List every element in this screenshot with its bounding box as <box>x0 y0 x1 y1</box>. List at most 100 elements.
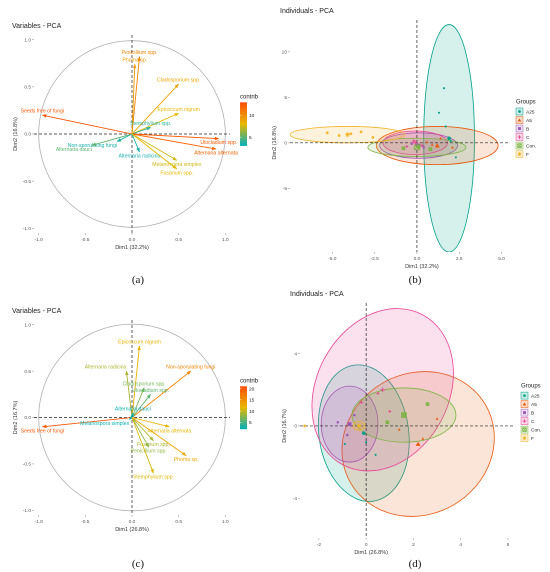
variable-label-epicoccum-nigrum: Epicoccum nigrum <box>157 107 200 113</box>
x-axis-label: Dim1 (26.8%) <box>115 527 149 533</box>
point-c <box>376 391 380 395</box>
legend-label-b: B <box>531 410 534 416</box>
centroid-b <box>347 422 352 427</box>
point-c <box>360 401 363 404</box>
panel-title: Individuals - PCA <box>280 8 334 15</box>
legend-label-a5: A5 <box>526 118 532 124</box>
y-tick-label: 0.0 <box>24 132 31 138</box>
point-a5 <box>397 428 401 431</box>
point-a25 <box>444 125 447 128</box>
point-b <box>346 433 349 437</box>
legend-marker-a5 <box>517 118 522 122</box>
y-tick-label: -5 <box>283 186 288 192</box>
variable-label-alternaria-dauci: Alternaria dauci <box>115 406 151 412</box>
centroid-a5 <box>415 441 421 446</box>
legend-label-a5: A5 <box>531 402 537 408</box>
centroid-a25 <box>361 431 366 435</box>
arrow-cladosporium-spp <box>131 387 145 418</box>
variable-label-penicillium-spp: Penicillium spp. <box>131 449 167 455</box>
centroid-a5 <box>434 143 440 148</box>
x-tick-label: -5.0 <box>328 256 337 262</box>
point-b <box>336 421 339 424</box>
legend-label-b: B <box>526 126 529 132</box>
arrow-stemphylium-spp <box>131 417 154 474</box>
variable-label-epicoccum-nigrum: Epicoccum nigrum <box>118 340 161 346</box>
legend-title: contrib <box>240 378 259 384</box>
variable-label-alternaria-alternata: Alternaria alternata <box>147 428 191 434</box>
arrow-alternaria-dauci <box>91 133 133 146</box>
y-axis-label: Dim2 (16.7%) <box>13 401 19 435</box>
arrow-phoma-sp <box>131 417 187 456</box>
x-tick-label: -2 <box>317 542 322 548</box>
legend-marker-con <box>522 427 527 432</box>
centroid-f <box>345 132 350 138</box>
x-tick-label: -2.5 <box>370 256 379 262</box>
point-a5 <box>430 143 434 146</box>
variable-label-phoma-sp: Phoma sp. <box>174 457 199 463</box>
y-tick-label: -0.5 <box>23 179 32 185</box>
legend-label-a25: A25 <box>526 109 535 115</box>
legend-title: Groups <box>521 384 541 390</box>
arrow-melanospora-simplex <box>131 133 178 161</box>
legend-marker-a25 <box>523 394 526 397</box>
colorbar-label: 10 <box>249 113 255 119</box>
y-tick-label: -0.5 <box>23 462 32 468</box>
legend-marker-f <box>517 152 522 156</box>
panel-label-a: (a) <box>132 274 145 286</box>
point-a25 <box>442 87 446 90</box>
variable-label-ulocladium-spp: Ulocladium spp. <box>132 388 169 394</box>
x-tick-label: 2.5 <box>456 256 463 262</box>
panel-label-d: (d) <box>409 558 422 570</box>
y-axis-label: Dim2 (16.8%) <box>13 117 19 151</box>
y-tick-label: -1.0 <box>23 226 32 232</box>
legend-label-f: F <box>531 436 534 442</box>
legend-marker-con <box>517 143 522 148</box>
point-f <box>349 132 353 136</box>
plot-area <box>290 20 510 252</box>
point-b <box>353 413 356 417</box>
y-tick-label: 1.0 <box>24 322 31 328</box>
legend-label-c: C <box>526 135 530 141</box>
arrow-melanospora-simplex <box>128 415 134 420</box>
x-tick-label: -0.5 <box>81 519 90 525</box>
arrow-epicoccum-nigrum <box>131 345 141 418</box>
x-tick-label: 0.5 <box>175 519 182 525</box>
y-axis-label: Dim2 (16.8%) <box>272 126 278 160</box>
point-a25 <box>374 453 377 456</box>
point-a25 <box>437 111 440 114</box>
panel-b: Individuals - PCA -5.0 -2.5 0.0 2.5 5.0 -5 0 5 10… <box>272 8 536 270</box>
arrow-seeds-free-of-fungi <box>41 114 133 135</box>
centroid-c <box>412 140 418 146</box>
variable-label-non-sporulating-fungi: Non-sporulating fungi <box>68 143 117 149</box>
y-tick-label: 5 <box>284 95 287 101</box>
centroid-con <box>401 412 407 418</box>
variable-label-penicillium-spp: Penicillium spp. <box>121 50 157 56</box>
x-tick-label: 5.0 <box>498 256 505 262</box>
variable-label-non-sporulating-fungi: Non-sporulating fungi <box>166 365 215 371</box>
legend-marker-b <box>518 127 521 130</box>
arrow-seeds-free-of-fungi <box>41 417 133 429</box>
variable-label-seeds-free-of-fungi: Seeds free of fungi <box>21 428 65 434</box>
y-tick-label: 0.5 <box>24 369 31 375</box>
centroid-con <box>414 144 420 151</box>
legend-label-c: C <box>531 419 535 425</box>
point-a5 <box>435 417 439 420</box>
variable-label-alternaria-alternata: Alternaria alternata <box>194 151 238 157</box>
x-tick-label: 6 <box>507 542 510 548</box>
variable-label-phoma-sp: Phoma sp. <box>122 58 147 64</box>
variable-label-melanospora-simplex: Melanospora simplex <box>152 162 201 168</box>
arrow-alternaria-radicina <box>131 133 140 153</box>
arrow-cladosporium-spp <box>131 83 179 135</box>
arrow-ulocladium-spp <box>131 393 152 418</box>
arrow-ulocladium-spp <box>131 133 220 141</box>
arrow-phoma-sp <box>131 63 137 135</box>
x-axis-label: Dim1 (26.8%) <box>354 550 388 556</box>
panel-c: Variables - PCA -1.0 -0.5 0.0 0.5 1.0 -1.0 -0.5… <box>12 308 259 533</box>
legend-title: Groups <box>516 100 536 106</box>
x-tick-label: -1.0 <box>35 237 44 243</box>
legend-label-f: F <box>526 152 529 158</box>
point-con <box>385 420 390 425</box>
arrow-penicillium-spp <box>131 417 150 448</box>
point-b <box>410 142 413 145</box>
